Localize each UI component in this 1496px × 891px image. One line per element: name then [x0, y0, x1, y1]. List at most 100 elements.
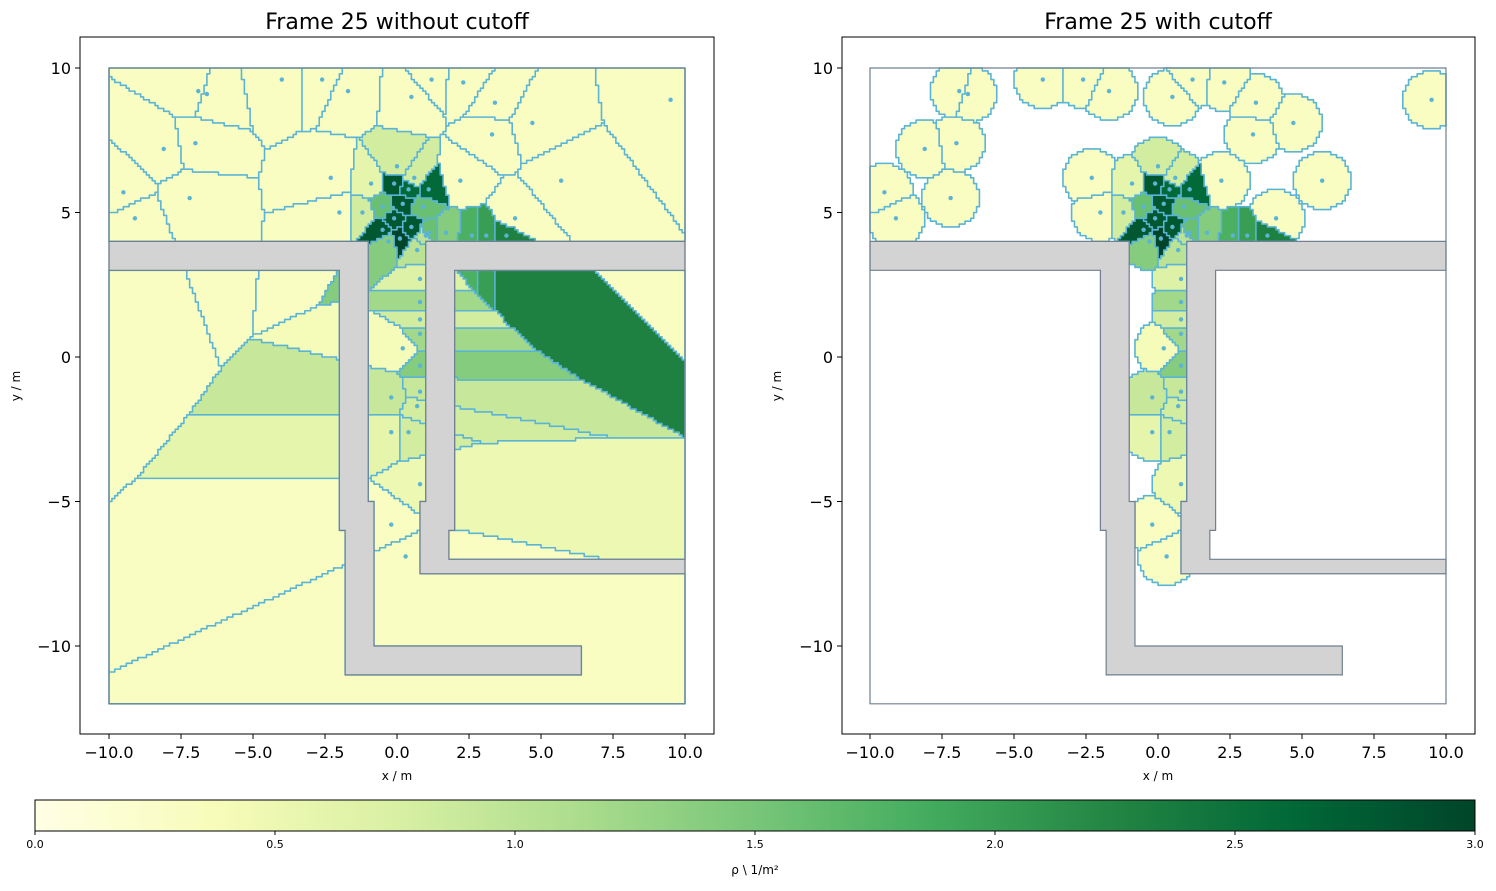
- pedestrian-point: [1147, 239, 1152, 244]
- x-tick-label: 5.0: [528, 743, 553, 762]
- pedestrian-point: [1184, 233, 1190, 238]
- walkable-area-boundary: [108, 67, 686, 705]
- pedestrian-point: [429, 77, 434, 82]
- voronoi-cell: [936, 117, 986, 173]
- voronoi-cell: [443, 117, 521, 175]
- pedestrian-point: [417, 389, 423, 394]
- pedestrian-point: [1181, 204, 1187, 209]
- pedestrian-point: [328, 175, 333, 181]
- pedestrian-point: [458, 178, 463, 183]
- wall-obstacle: [869, 240, 1343, 676]
- colorbar-tick-label: 2.5: [1226, 838, 1244, 851]
- y-axis-ticks: 10 5 0 −5 −10: [37, 59, 80, 656]
- pedestrian-point: [1158, 236, 1164, 241]
- pedestrian-point: [368, 181, 374, 186]
- voronoi-cells: [870, 68, 1446, 586]
- pedestrian-point: [391, 216, 397, 221]
- x-tick-label: −7.5: [162, 743, 201, 762]
- pedestrian-point: [426, 187, 431, 192]
- pedestrian-point: [1204, 230, 1210, 235]
- pedestrian-point: [1167, 187, 1172, 192]
- y-tick-label: 5: [61, 204, 71, 223]
- voronoi-cell: [956, 68, 997, 123]
- voronoi-cell: [189, 339, 406, 415]
- voronoi-cell: [443, 68, 495, 126]
- voronoi-cell: [397, 238, 426, 268]
- pedestrian-point: [893, 216, 899, 221]
- x-tick-label: 5.0: [1289, 743, 1314, 762]
- voronoi-cell: [1166, 68, 1210, 109]
- voronoi-cell: [420, 163, 449, 207]
- voronoi-cell: [316, 68, 383, 138]
- pedestrian-point: [1106, 88, 1112, 94]
- voronoi-cell: [870, 163, 914, 213]
- pedestrian-point: [337, 210, 342, 215]
- colorbar: 0.0 0.5 1.0 1.5 2.0 2.5 3.0 ρ \ 1/m²: [26, 799, 1484, 877]
- voronoi-cell: [253, 192, 351, 334]
- pedestrian-point: [484, 233, 489, 238]
- x-axis-ticks: −10.0 −7.5 −5.0 −2.5 0.0 2.5 5.0 7.5 10.0: [84, 734, 703, 762]
- voronoi-cell: [414, 226, 432, 245]
- pedestrian-point: [1040, 77, 1046, 82]
- voronoi-cell: [1163, 377, 1187, 401]
- pedestrian-point: [391, 181, 397, 186]
- pedestrian-point: [1080, 77, 1086, 82]
- pedestrian-point: [1155, 164, 1161, 169]
- colorbar-tick-label: 0.5: [266, 838, 284, 851]
- voronoi-cell: [509, 68, 605, 164]
- pedestrian-point: [132, 216, 138, 221]
- pedestrian-point: [412, 175, 417, 181]
- pedestrian-point: [1170, 94, 1175, 100]
- voronoi-cell: [350, 195, 374, 242]
- colorbar-tick-label: 3.0: [1466, 838, 1484, 851]
- pedestrian-point: [417, 481, 423, 487]
- colorbar-tick-label: 1.0: [506, 838, 524, 851]
- voronoi-cell: [109, 192, 222, 502]
- x-tick-label: 10.0: [1428, 743, 1464, 762]
- pedestrian-point: [417, 317, 423, 322]
- y-axis-label: y / m: [9, 371, 23, 401]
- voronoi-cell: [1158, 238, 1187, 268]
- voronoi-cell: [1158, 351, 1187, 378]
- pedestrian-point: [492, 100, 498, 105]
- voronoi-cell: [1134, 322, 1179, 372]
- y-axis-label: y / m: [770, 371, 784, 401]
- voronoi-cell: [1129, 368, 1167, 415]
- voronoi-cell: [1111, 154, 1144, 199]
- x-tick-label: −10.0: [845, 743, 894, 762]
- voronoi-cell: [109, 76, 184, 184]
- wall-obstacle: [108, 240, 582, 676]
- pedestrian-point: [1187, 230, 1192, 235]
- pedestrian-point: [417, 299, 423, 305]
- pedestrian-point: [389, 429, 394, 435]
- voronoi-cell: [371, 437, 685, 560]
- colorbar-tick-label: 1.5: [746, 838, 764, 851]
- x-axis-label: x / m: [1143, 769, 1173, 783]
- voronoi-cell: [175, 117, 265, 178]
- pedestrian-point: [1121, 210, 1126, 215]
- colorbar-label: ρ \ 1/m²: [731, 863, 779, 877]
- x-tick-label: −7.5: [923, 743, 962, 762]
- pedestrian-point: [504, 233, 509, 238]
- voronoi-cell: [109, 478, 421, 673]
- plot-area: [869, 67, 1447, 705]
- y-tick-label: 5: [823, 204, 833, 223]
- voronoi-cell: [1250, 189, 1305, 239]
- y-tick-label: −5: [809, 493, 833, 512]
- voronoi-cell: [1175, 226, 1193, 245]
- voronoi-cell: [1198, 151, 1251, 210]
- pedestrian-point: [121, 190, 126, 195]
- pedestrian-point: [512, 216, 518, 221]
- x-tick-label: 0.0: [1145, 743, 1170, 762]
- pedestrian-point: [1178, 299, 1184, 305]
- pedestrian-point: [1178, 389, 1184, 394]
- pedestrian-point: [406, 429, 411, 435]
- x-tick-label: 0.0: [384, 743, 409, 762]
- x-axis-label: x / m: [382, 769, 412, 783]
- y-axis-ticks: 10 5 0 −5 −10: [799, 59, 842, 656]
- walkable-area-boundary: [869, 67, 1447, 705]
- voronoi-cell: [595, 68, 685, 233]
- voronoi-cell: [1111, 195, 1135, 242]
- pedestrian-point: [161, 146, 166, 152]
